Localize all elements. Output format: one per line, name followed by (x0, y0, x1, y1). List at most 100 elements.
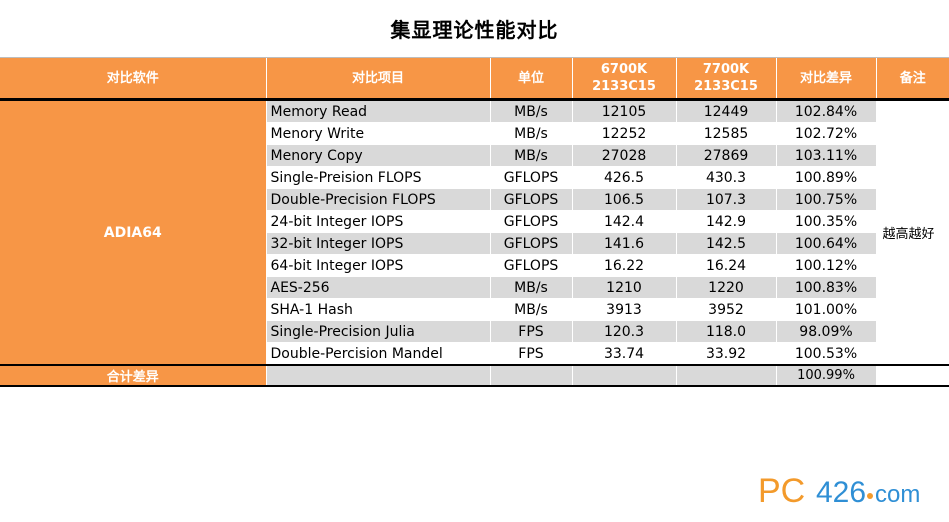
diff-cell: 103.11% (776, 144, 877, 167)
total-note-cell (876, 364, 949, 387)
item-cell: SHA-1 Hash (266, 298, 491, 321)
header-software: 对比软件 (0, 58, 266, 101)
diff-cell: 102.72% (776, 122, 877, 145)
unit-cell: MB/s (490, 99, 573, 123)
table-row: Menory Write MB/s 12252 12585 102.72% (0, 122, 949, 145)
unit-cell: FPS (490, 320, 573, 343)
total-diff: 100.99% (776, 364, 877, 387)
cpu-b-cell: 430.3 (676, 166, 777, 189)
cpu-a-cell: 142.4 (572, 210, 677, 233)
diff-cell: 100.83% (776, 276, 877, 299)
table-row: Menory Copy MB/s 27028 27869 103.11% (0, 144, 949, 167)
total-row: 合计差异 100.99% (0, 364, 949, 387)
cpu-a-cell: 33.74 (572, 342, 677, 366)
cpu-b-cell: 33.92 (676, 342, 777, 366)
diff-cell: 100.53% (776, 342, 877, 366)
cpu-b-cell: 142.5 (676, 232, 777, 255)
total-empty-cell (266, 364, 491, 387)
unit-cell: GFLOPS (490, 210, 573, 233)
item-cell: Menory Write (266, 122, 491, 145)
item-cell: 24-bit Integer IOPS (266, 210, 491, 233)
unit-cell: GFLOPS (490, 232, 573, 255)
unit-cell: GFLOPS (490, 166, 573, 189)
unit-cell: GFLOPS (490, 188, 573, 211)
note-cell: 越高越好 (876, 99, 949, 366)
unit-cell: FPS (490, 342, 573, 366)
comparison-table: 对比软件 对比项目 单位 6700K 2133C15 7700K 2133C15 对… (0, 58, 949, 387)
table-row: SHA-1 Hash MB/s 3913 3952 101.00% (0, 298, 949, 321)
item-cell: 32-bit Integer IOPS (266, 232, 491, 255)
diff-cell: 100.12% (776, 254, 877, 277)
header-cpu-b-memory: 2133C15 (694, 79, 758, 94)
cpu-a-cell: 106.5 (572, 188, 677, 211)
diff-cell: 100.89% (776, 166, 877, 189)
header-item: 对比项目 (265, 58, 490, 101)
cpu-b-cell: 1220 (676, 276, 777, 299)
unit-cell: MB/s (490, 298, 573, 321)
table-row: Single-Preision FLOPS GFLOPS 426.5 430.3… (0, 166, 949, 189)
diff-cell: 98.09% (776, 320, 877, 343)
unit-cell: MB/s (490, 144, 573, 167)
total-empty-cell (676, 364, 777, 387)
cpu-b-cell: 118.0 (676, 320, 777, 343)
cpu-a-cell: 16.22 (572, 254, 677, 277)
cpu-b-cell: 107.3 (676, 188, 777, 211)
table-row: 64-bit Integer IOPS GFLOPS 16.22 16.24 1… (0, 254, 949, 277)
cpu-a-cell: 141.6 (572, 232, 677, 255)
header-cpu-a-model: 6700K (600, 62, 648, 77)
header-cpu-a: 6700K 2133C15 (571, 58, 676, 101)
page-title: 集显理论性能对比 (390, 18, 559, 42)
table-row: Double-Percision Mandel FPS 33.74 33.92 … (0, 342, 949, 366)
table-row: Single-Precision Julia FPS 120.3 118.0 9… (0, 320, 949, 343)
item-cell: Double-Percision Mandel (266, 342, 491, 366)
diff-cell: 100.35% (776, 210, 877, 233)
logo-dot-icon (867, 493, 873, 499)
total-empty-cell (572, 364, 677, 387)
logo-text-number: 426 (816, 476, 866, 509)
item-cell: Memory Read (266, 99, 491, 123)
cpu-b-cell: 12449 (676, 99, 777, 123)
cpu-b-cell: 3952 (676, 298, 777, 321)
table-row: AES-256 MB/s 1210 1220 100.83% (0, 276, 949, 299)
header-diff: 对比差异 (775, 58, 876, 101)
watermark-logo: PC 426 com (758, 472, 920, 510)
header-cpu-b-model: 7700K (702, 62, 750, 77)
unit-cell: MB/s (490, 122, 573, 145)
logo-text-com: com (875, 481, 920, 508)
cpu-a-cell: 27028 (572, 144, 677, 167)
cpu-a-cell: 426.5 (572, 166, 677, 189)
table-body: ADIA64 Memory Read MB/s 12105 12449 102.… (0, 99, 949, 387)
diff-cell: 101.00% (776, 298, 877, 321)
logo-text-pc: PC (758, 472, 805, 510)
header-unit: 单位 (489, 58, 572, 101)
header-row: 对比软件 对比项目 单位 6700K 2133C15 7700K 2133C15 对… (0, 58, 949, 101)
unit-cell: GFLOPS (490, 254, 573, 277)
table-row: 24-bit Integer IOPS GFLOPS 142.4 142.9 1… (0, 210, 949, 233)
table-row: ADIA64 Memory Read MB/s 12105 12449 102.… (0, 99, 949, 366)
cpu-b-cell: 12585 (676, 122, 777, 145)
diff-cell: 100.64% (776, 232, 877, 255)
total-empty-cell (490, 364, 573, 387)
cpu-b-cell: 16.24 (676, 254, 777, 277)
cpu-a-cell: 1210 (572, 276, 677, 299)
item-cell: 64-bit Integer IOPS (266, 254, 491, 277)
cpu-b-cell: 142.9 (676, 210, 777, 233)
cpu-a-cell: 12105 (572, 99, 677, 123)
item-cell: Single-Preision FLOPS (266, 166, 491, 189)
cpu-a-cell: 12252 (572, 122, 677, 145)
software-cell: ADIA64 (0, 99, 267, 366)
cpu-b-cell: 27869 (676, 144, 777, 167)
unit-cell: MB/s (490, 276, 573, 299)
header-cpu-b: 7700K 2133C15 (675, 58, 776, 101)
total-label: 合计差异 (0, 364, 267, 387)
diff-cell: 100.75% (776, 188, 877, 211)
table-row: 32-bit Integer IOPS GFLOPS 141.6 142.5 1… (0, 232, 949, 255)
item-cell: Double-Precision FLOPS (266, 188, 491, 211)
cpu-a-cell: 120.3 (572, 320, 677, 343)
item-cell: Single-Precision Julia (266, 320, 491, 343)
item-cell: Menory Copy (266, 144, 491, 167)
cpu-a-cell: 3913 (572, 298, 677, 321)
table-row: Double-Precision FLOPS GFLOPS 106.5 107.… (0, 188, 949, 211)
item-cell: AES-256 (266, 276, 491, 299)
header-cpu-a-memory: 2133C15 (592, 79, 656, 94)
